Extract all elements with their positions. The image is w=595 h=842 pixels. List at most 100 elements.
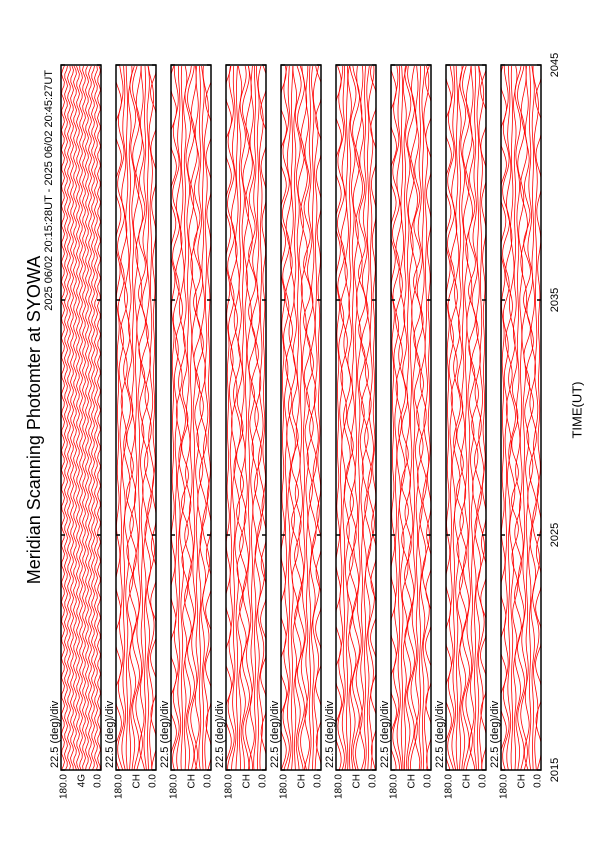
- trace: [120, 65, 128, 771]
- trace: [82, 65, 86, 771]
- trace: [450, 65, 458, 771]
- trace: [242, 65, 250, 771]
- x-tick-label: 2045: [549, 53, 561, 77]
- trace: [419, 66, 427, 771]
- trace: [532, 65, 540, 771]
- trace: [178, 65, 186, 771]
- trace: [76, 65, 80, 771]
- trace: [343, 65, 351, 771]
- channel-label: CH: [242, 774, 253, 788]
- channel-label: CH: [187, 774, 198, 788]
- trace: [416, 65, 424, 771]
- trace: [453, 65, 461, 771]
- y-top-label: 180.0: [114, 774, 125, 799]
- trace: [291, 66, 299, 771]
- trace: [456, 66, 464, 771]
- panel-frame: [225, 64, 267, 771]
- scale-label: 22.5 (deg)/div: [434, 700, 446, 768]
- trace: [260, 65, 267, 771]
- y-top-label: 180.0: [334, 774, 345, 799]
- trace: [390, 65, 397, 770]
- y-top-label: 180.0: [499, 774, 510, 799]
- panel-frame: [390, 64, 432, 771]
- trace: [401, 65, 409, 771]
- trace: [254, 65, 262, 771]
- panel-frame: [500, 64, 542, 771]
- y-top-label: 180.0: [444, 774, 455, 799]
- trace: [79, 65, 83, 771]
- trace: [407, 65, 415, 771]
- y-bottom-label: 0.0: [313, 774, 324, 788]
- channel-label: CH: [132, 774, 143, 788]
- trace: [61, 65, 65, 771]
- trace: [413, 65, 421, 771]
- trace: [193, 65, 201, 771]
- trace: [410, 65, 418, 771]
- trace: [398, 65, 406, 771]
- trace: [340, 66, 348, 771]
- scale-label: 22.5 (deg)/div: [159, 700, 171, 768]
- trace: [245, 65, 253, 771]
- trace: [477, 65, 485, 771]
- y-bottom-label: 0.0: [93, 774, 104, 788]
- trace: [170, 65, 177, 771]
- trace: [346, 65, 354, 771]
- trace: [288, 65, 296, 771]
- trace: [352, 65, 360, 771]
- trace: [184, 65, 192, 771]
- trace: [520, 65, 528, 771]
- trace: [361, 65, 369, 771]
- x-tick-label: 2035: [549, 288, 561, 312]
- trace: [257, 65, 265, 771]
- trace: [126, 65, 134, 771]
- trace: [395, 65, 403, 771]
- trace: [355, 65, 363, 771]
- trace: [115, 66, 122, 771]
- trace: [190, 65, 198, 771]
- y-bottom-label: 0.0: [203, 774, 214, 788]
- trace: [138, 66, 146, 771]
- y-top-label: 180.0: [224, 774, 235, 799]
- scale-label: 22.5 (deg)/div: [49, 700, 61, 768]
- trace: [91, 65, 95, 771]
- trace: [392, 65, 400, 770]
- trace: [535, 66, 542, 771]
- scale-label: 22.5 (deg)/div: [104, 700, 116, 768]
- channel-label: 4G: [77, 774, 88, 788]
- trace: [230, 65, 238, 771]
- trace: [239, 65, 247, 771]
- trace: [175, 66, 183, 771]
- trace: [462, 65, 470, 771]
- trace: [85, 65, 89, 771]
- scale-label: 22.5 (deg)/div: [269, 700, 281, 768]
- trace: [422, 65, 430, 771]
- trace: [514, 65, 522, 771]
- chart-subtitle: 2025 06/02 20:15:28UT - 2025 06/02 20:45…: [43, 70, 55, 311]
- channel-label: CH: [462, 774, 473, 788]
- trace: [517, 65, 525, 771]
- trace: [502, 65, 510, 771]
- panel-frame: [170, 64, 212, 771]
- y-bottom-label: 0.0: [258, 774, 269, 788]
- channel-label: CH: [352, 774, 363, 788]
- trace: [199, 65, 207, 771]
- trace: [480, 66, 487, 770]
- trace: [500, 65, 507, 771]
- y-bottom-label: 0.0: [148, 774, 159, 788]
- y-bottom-label: 0.0: [423, 774, 434, 788]
- y-top-label: 180.0: [59, 774, 70, 799]
- panel-frame: [60, 64, 102, 771]
- trace: [94, 65, 98, 771]
- trace: [303, 66, 311, 771]
- trace: [465, 65, 473, 771]
- scale-label: 22.5 (deg)/div: [379, 700, 391, 768]
- trace: [364, 65, 372, 771]
- trace: [471, 65, 479, 771]
- trace: [309, 65, 317, 771]
- chart-title: Meridian Scanning Photomter at SYOWA: [24, 256, 44, 584]
- trace: [64, 65, 68, 771]
- trace: [297, 65, 305, 771]
- trace: [67, 65, 71, 771]
